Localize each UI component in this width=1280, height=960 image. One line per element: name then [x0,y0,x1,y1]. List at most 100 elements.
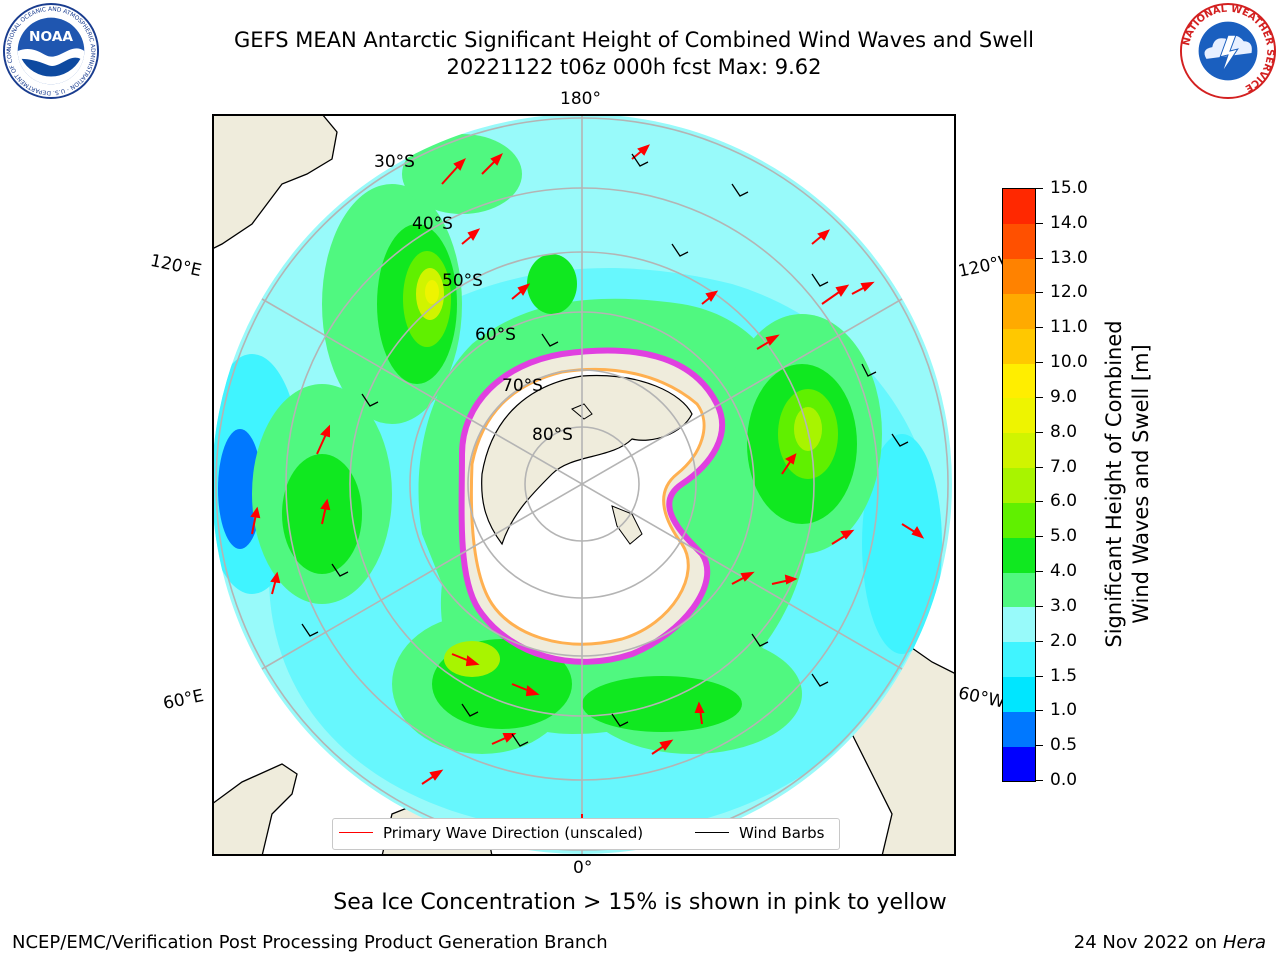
colorbar-segment [1003,746,1035,782]
wind-barb [751,633,769,647]
colorbar-tick-label: 13.0 [1050,247,1088,268]
wave-arrow [901,523,925,539]
lat-label-50s: 50°S [442,271,483,291]
nws-logo: NATIONAL WEATHER SERVICE [1179,2,1277,100]
wind-barb [631,153,649,167]
lat-label-30s: 30°S [374,152,415,172]
wave-arrow [511,683,540,697]
wave-arrow [821,284,850,305]
lat-label-40s: 40°S [412,214,453,234]
colorbar-segment [1003,502,1035,538]
wave-arrow [781,453,797,475]
wave-arrow [651,739,674,755]
chart-title: GEFS MEAN Antarctic Significant Height o… [233,28,1035,52]
wind-barb [301,623,319,637]
colorbar-segment [1003,363,1035,399]
sea-ice-caption: Sea Ice Concentration > 15% is shown in … [333,890,947,915]
wave-arrow [511,283,531,300]
colorbar-tick [1035,640,1043,642]
lat-label-80s: 80°S [532,425,573,445]
map-legend: Primary Wave Direction (unscaled) Wind B… [332,818,840,850]
colorbar-tick [1035,780,1043,781]
colorbar-segment [1003,328,1035,364]
colorbar-tick [1035,292,1043,294]
colorbar-segment [1003,711,1035,747]
colorbar-label-line2: Wind Waves and Swell [m] [1129,344,1153,624]
colorbar-tick-label: 1.0 [1050,700,1078,721]
colorbar-label-line1: Significant Height of Combined [1102,320,1126,648]
footer-credit: NCEP/EMC/Verification Post Processing Pr… [12,932,608,953]
wind-barb [861,363,877,377]
wind-barb [891,433,909,447]
colorbar-tick-label: 8.0 [1050,421,1078,442]
colorbar-segment [1003,641,1035,678]
colorbar-tick [1035,188,1043,189]
colorbar-segment [1003,606,1035,643]
wind-barb [811,273,829,287]
legend-swatch-wave [339,832,373,833]
colorbar-segment [1003,223,1035,260]
colorbar-tick-label: 15.0 [1050,178,1088,198]
colorbar-tick-label: 11.0 [1050,317,1088,338]
wave-arrow [250,506,261,535]
footer-host: Hera [1222,932,1266,953]
colorbar-tick [1035,431,1043,433]
lon-label-60e: 60°E [161,685,206,715]
colorbar-tick [1035,466,1043,468]
legend-label-wind: Wind Barbs [739,824,825,842]
wave-arrow [491,733,517,745]
wave-arrow [316,424,330,455]
colorbar-tick [1035,745,1043,747]
wave-arrow [831,529,855,545]
colorbar-tick-label: 10.0 [1050,352,1088,373]
colorbar-label: Significant Height of Combined Wind Wave… [1101,274,1155,694]
graticule [215,114,949,856]
wave-arrow [701,290,719,305]
colorbar-tick-label: 1.5 [1050,665,1078,686]
colorbar-tick [1035,501,1043,503]
colorbar-segment [1003,467,1035,503]
colorbar-tick [1035,396,1043,398]
wind-barb [611,713,629,727]
colorbar [1002,188,1036,782]
wave-arrow [441,158,466,185]
wind-barb [811,673,829,687]
colorbar-tick [1035,257,1043,259]
colorbar-segment [1003,676,1035,712]
colorbar-tick-label: 0.5 [1050,735,1078,756]
colorbar-tick [1035,536,1043,538]
colorbar-tick [1035,675,1043,677]
footer-date: 24 Nov 2022 on Hera [1074,932,1266,953]
lon-label-120e: 120°E [148,250,204,282]
colorbar-segment [1003,258,1035,294]
colorbar-tick-label: 12.0 [1050,282,1088,303]
legend-swatch-wind [695,832,729,833]
colorbar-tick-label: 6.0 [1050,491,1078,512]
colorbar-segment [1003,293,1035,329]
colorbar-tick-label: 14.0 [1050,212,1088,233]
polar-map: 30°S 40°S 50°S 60°S 70°S 80°S [212,114,956,856]
wind-barb [331,563,349,577]
colorbar-segment [1003,397,1035,434]
colorbar-tick [1035,571,1043,573]
wave-arrow [481,153,503,175]
colorbar-segment [1003,572,1035,608]
wave-arrow [851,281,875,295]
colorbar-tick [1035,362,1043,364]
wave-arrow [811,229,830,245]
colorbar-segment [1003,432,1035,469]
wind-barb [671,243,689,257]
colorbar-tick-label: 7.0 [1050,456,1078,477]
colorbar-tick-label: 9.0 [1050,386,1078,407]
colorbar-tick [1035,605,1043,607]
wave-arrow [451,653,480,667]
noaa-logo: NOAA NATIONAL OCEANIC AND ATMOSPHERIC AD… [2,2,100,100]
wave-arrow [461,228,481,245]
lon-label-60w: 60°W [956,683,1007,713]
wind-barb [511,733,529,747]
colorbar-tick [1035,327,1043,329]
colorbar-tick-label: 4.0 [1050,561,1078,582]
wave-arrow [320,498,331,525]
wave-arrow [270,571,281,595]
colorbar-segment [1003,537,1035,573]
